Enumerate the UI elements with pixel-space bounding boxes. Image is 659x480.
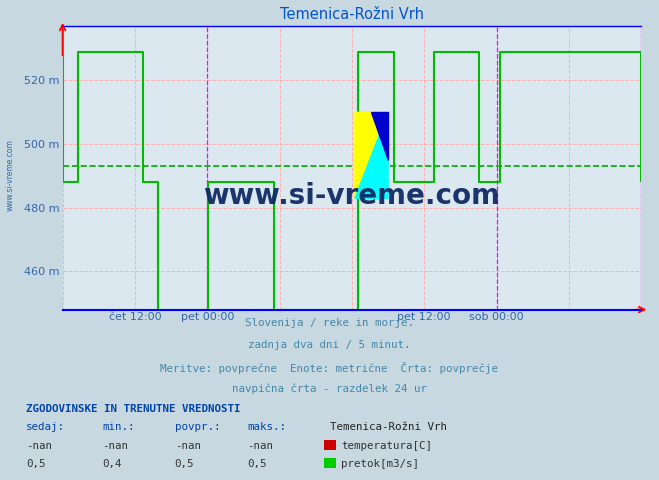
Polygon shape (355, 112, 388, 198)
Text: Slovenija / reke in morje.: Slovenija / reke in morje. (245, 318, 414, 328)
Text: povpr.:: povpr.: (175, 422, 220, 432)
Text: -nan: -nan (102, 441, 128, 451)
Text: temperatura[C]: temperatura[C] (341, 441, 432, 451)
Text: -nan: -nan (247, 441, 273, 451)
Text: ZGODOVINSKE IN TRENUTNE VREDNOSTI: ZGODOVINSKE IN TRENUTNE VREDNOSTI (26, 404, 241, 414)
Text: Meritve: povprečne  Enote: metrične  Črta: povprečje: Meritve: povprečne Enote: metrične Črta:… (161, 362, 498, 374)
Text: navpična črta - razdelek 24 ur: navpična črta - razdelek 24 ur (232, 384, 427, 395)
Text: www.si-vreme.com: www.si-vreme.com (6, 139, 15, 211)
Text: -nan: -nan (175, 441, 200, 451)
Polygon shape (372, 112, 388, 159)
Text: www.si-vreme.com: www.si-vreme.com (204, 182, 500, 210)
Polygon shape (355, 112, 388, 198)
Text: 0,5: 0,5 (26, 459, 46, 469)
Text: 0,5: 0,5 (247, 459, 267, 469)
Text: zadnja dva dni / 5 minut.: zadnja dva dni / 5 minut. (248, 340, 411, 350)
Text: -nan: -nan (26, 441, 52, 451)
Text: Temenica-Rožni Vrh: Temenica-Rožni Vrh (330, 422, 447, 432)
Text: min.:: min.: (102, 422, 134, 432)
Text: 0,4: 0,4 (102, 459, 122, 469)
Text: sedaj:: sedaj: (26, 422, 65, 432)
Text: maks.:: maks.: (247, 422, 286, 432)
Text: pretok[m3/s]: pretok[m3/s] (341, 459, 419, 469)
Title: Temenica-Rožni Vrh: Temenica-Rožni Vrh (280, 8, 424, 23)
Text: 0,5: 0,5 (175, 459, 194, 469)
